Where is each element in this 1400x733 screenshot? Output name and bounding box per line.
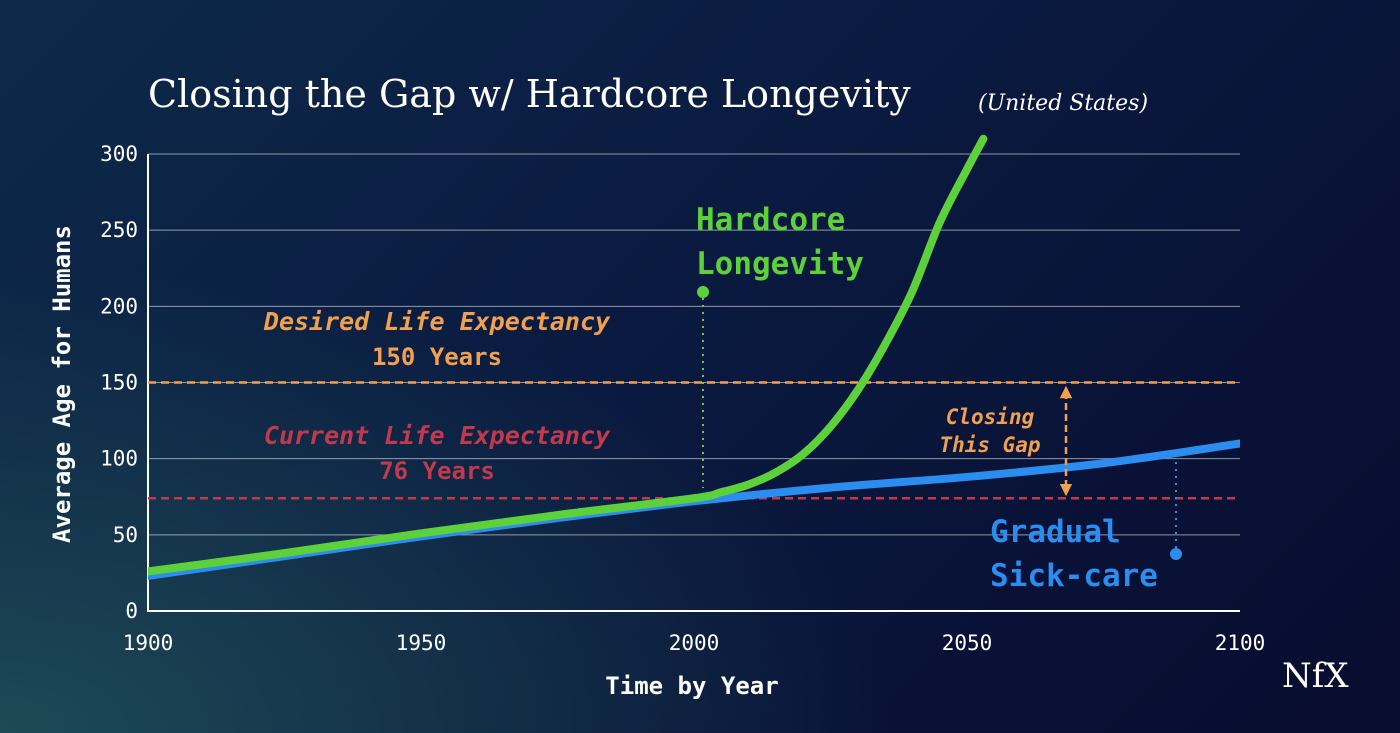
current-label: Current Life Expectancy [264,421,611,450]
gap-label-line2: This Gap [939,433,1040,457]
y-tick-labels: 0 50 100 150 200 250 300 [100,142,138,623]
desired-sublabel: 150 Years [372,343,502,371]
series-line-0 [148,439,1240,580]
x-tick-1950: 1950 [396,631,447,655]
gap-label-line1: Closing [946,405,1035,429]
chart-title: Closing the Gap w/ Hardcore Longevity [148,72,911,116]
chart-subtitle: (United States) [978,91,1149,116]
y-tick-0: 0 [125,599,138,623]
x-tick-labels: 1900 1950 2000 2050 2100 [123,631,1266,655]
sickcare-label-line1: Gradual [990,514,1121,550]
x-tick-1900: 1900 [123,631,174,655]
y-tick-100: 100 [100,447,138,471]
nfx-logo: NfX [1282,656,1349,696]
y-tick-150: 150 [100,371,138,395]
y-tick-50: 50 [113,523,138,547]
current-annotation: Current Life Expectancy 76 Years [264,421,611,485]
y-tick-250: 250 [100,218,138,242]
grid-lines [148,153,1240,536]
current-sublabel: 76 Years [379,457,495,485]
sickcare-leader-dot [1170,548,1182,560]
x-axis-label: Time by Year [605,672,778,700]
y-axis-label: Average Age for Humans [48,225,76,543]
hardcore-label-line1: Hardcore [696,202,845,238]
gap-annotation: Closing This Gap [939,385,1073,497]
sickcare-label-line2: Sick-care [990,558,1158,594]
hardcore-annotation: Hardcore Longevity [696,202,864,488]
series-lines [148,134,1240,580]
sickcare-annotation: Gradual Sick-care [990,462,1182,594]
x-tick-2100: 2100 [1215,631,1266,655]
hardcore-label-line2: Longevity [696,246,864,282]
series-line-1 [148,134,988,576]
hardcore-leader-dot [697,286,709,298]
x-tick-2050: 2050 [942,631,993,655]
desired-annotation: Desired Life Expectancy 150 Years [263,307,611,371]
y-tick-200: 200 [100,294,138,318]
desired-label: Desired Life Expectancy [263,307,611,336]
x-tick-2000: 2000 [669,631,720,655]
y-tick-300: 300 [100,142,138,166]
